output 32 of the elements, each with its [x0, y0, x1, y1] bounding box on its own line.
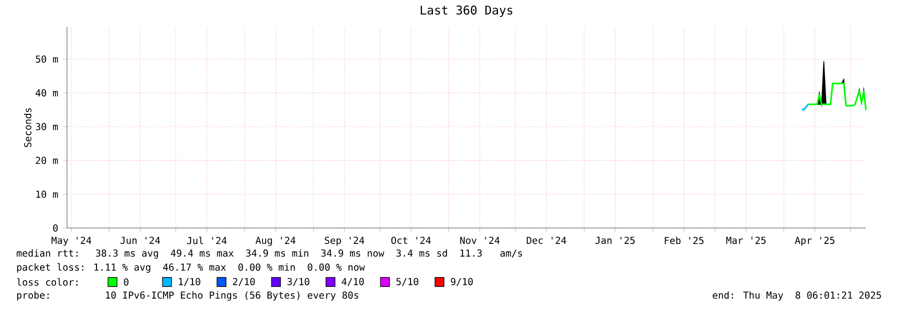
x-tick-label: Nov '24	[460, 236, 500, 244]
x-tick-label: Jan '25	[595, 236, 635, 244]
text: median rtt: 38.3 ms avg 49.4 ms max 34.9 ms min 34.9 ms now 3.4 ms sd 11.3 am/s	[16, 249, 522, 259]
x-tick-label: Jun '24	[120, 236, 160, 244]
y-tick-label: 50 m	[36, 55, 58, 63]
y-tick-label: 0	[53, 224, 58, 232]
legend-label: 5/10	[396, 278, 418, 286]
y-axis-title: Seconds	[24, 108, 32, 148]
text: packet loss: 1.11 % avg 46.17 % max 0.00 % min 0.00 % now	[17, 263, 365, 273]
x-tick-label: Jul '24	[187, 236, 227, 244]
y-tick-label: 20 m	[36, 156, 58, 164]
x-tick-label: Apr '25	[794, 236, 834, 246]
legend-label: 9/10	[450, 278, 473, 286]
text: probe: 10 IPv6-ICMP Echo Pings (56 Bytes) every 80s	[17, 291, 358, 301]
x-tick-label: Oct '24	[391, 236, 431, 244]
x-tick-label: Aug '24	[256, 236, 296, 246]
y-tick-label: 30 m	[36, 123, 58, 130]
x-tick-label: Sep '24	[324, 236, 364, 246]
legend-label: 1/10	[178, 278, 200, 286]
legend-label: 0	[124, 278, 128, 286]
x-tick-label: Mar '25	[726, 236, 766, 244]
x-tick-label: Dec '24	[526, 236, 566, 244]
legend-label: 3/10	[287, 278, 310, 286]
y-tick-label: 10 m	[36, 190, 58, 198]
legend-label: 2/10	[232, 278, 255, 286]
legend-label: 4/10	[342, 278, 364, 286]
chart-title: Last 360 Days	[420, 6, 512, 17]
legend-title: loss color:	[17, 278, 78, 286]
x-tick-label: Feb '25	[664, 236, 704, 244]
text: end: Thu May 8 06:01:21 2025	[712, 291, 881, 301]
y-tick-label: 40 m	[36, 89, 58, 96]
x-tick-label: May '24	[52, 236, 92, 246]
